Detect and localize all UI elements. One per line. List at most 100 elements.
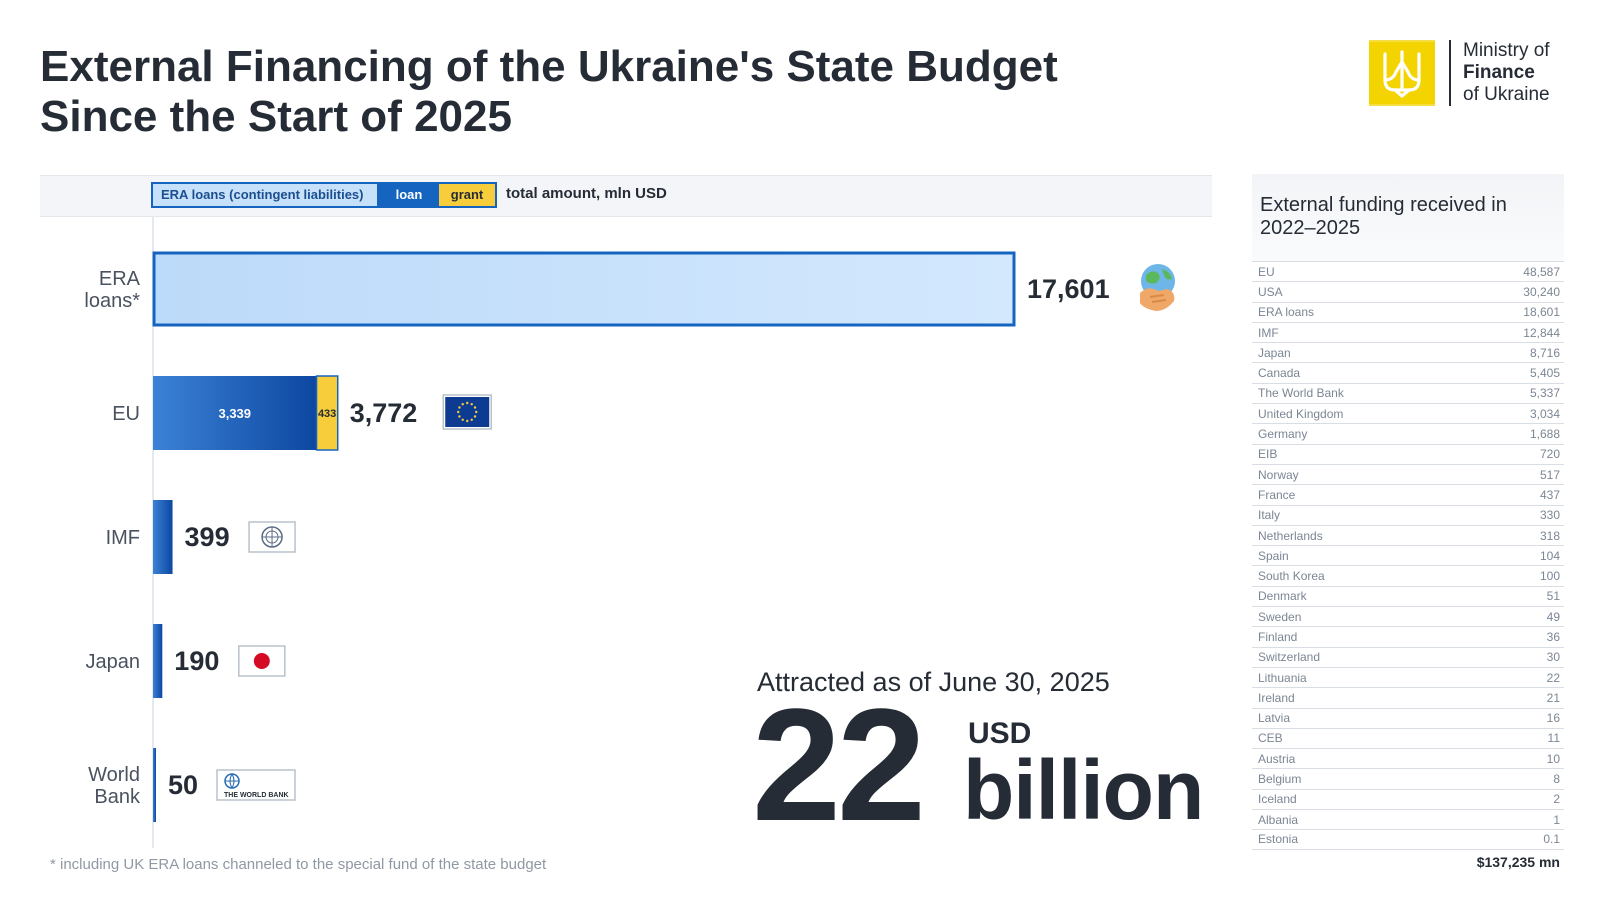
sidebar-row-value: 3,034 — [1529, 406, 1560, 421]
total-value-label: 399 — [185, 522, 230, 552]
sidebar-row-name: Germany — [1258, 427, 1308, 442]
sidebar-row-value: 30,240 — [1523, 284, 1560, 299]
sidebar-row-value: 11 — [1547, 731, 1560, 746]
sidebar-row-name: United Kingdom — [1258, 406, 1344, 421]
sidebar-row-name: South Korea — [1258, 569, 1325, 584]
sidebar-row-value: 437 — [1539, 487, 1560, 502]
sidebar-row-value: 5,337 — [1529, 386, 1560, 401]
sidebar-row: CEB 11 — [1252, 727, 1564, 748]
total-value-label: 50 — [168, 770, 198, 800]
page-title: External Financing of the Ukraine's Stat… — [40, 42, 1220, 142]
bar-loan — [153, 376, 317, 450]
sidebar-row-name: Norway — [1258, 467, 1299, 482]
sidebar-row-name: Latvia — [1258, 711, 1291, 726]
sidebar-row-name: The World Bank — [1258, 386, 1344, 401]
bar-era — [152, 251, 1016, 327]
category-label: ERA loans* — [84, 268, 140, 312]
trident-icon — [1369, 40, 1435, 106]
sidebar-row: Ireland 21 — [1252, 687, 1564, 707]
legend-loan: loan — [378, 182, 440, 208]
sidebar-row: Lithuania 22 — [1252, 666, 1564, 687]
sidebar-row-name: Italy — [1258, 508, 1281, 523]
sidebar-row-value: 21 — [1546, 690, 1560, 705]
sidebar-row: Germany 1,688 — [1252, 423, 1564, 443]
bar-loan — [153, 624, 163, 698]
title-line-2: Since the Start of 2025 — [40, 92, 512, 141]
sidebar-row: Japan 8,716 — [1252, 342, 1564, 362]
summary-unit: billion — [963, 743, 1204, 837]
category-label: EU — [112, 403, 140, 425]
logo-line-2: Finance — [1463, 62, 1535, 83]
category-label: IMF — [106, 527, 140, 549]
sidebar-row-name: Spain — [1258, 548, 1289, 563]
sidebar-row-value: 8 — [1553, 772, 1560, 787]
sidebar-row-name: Belgium — [1258, 772, 1302, 787]
sidebar-total: $137,235 mn — [1476, 854, 1560, 870]
sidebar-row-name: Lithuania — [1258, 670, 1307, 685]
bar-grant-label: 433 — [318, 408, 336, 420]
title-line-1: External Financing of the Ukraine's Stat… — [40, 42, 1058, 91]
summary-caption: Attracted as of June 30, 2025 — [757, 667, 1110, 697]
sidebar-row-name: EU — [1258, 264, 1275, 279]
sidebar-row: Sweden 49 — [1252, 606, 1564, 626]
sidebar-row-value: 5,405 — [1529, 366, 1560, 381]
funding-sidebar: External funding received in 2022–2025 E… — [1252, 174, 1564, 870]
bar-loan-label: 3,339 — [218, 406, 251, 421]
sidebar-row: EIB 720 — [1252, 443, 1564, 464]
total-value-label: 17,601 — [1027, 274, 1110, 304]
sidebar-row-value: 330 — [1539, 508, 1560, 523]
summary-currency: USD — [968, 717, 1032, 750]
sidebar-row-name: IMF — [1258, 325, 1279, 340]
legend-era: ERA loans (contingent liabilities) — [151, 182, 379, 208]
sidebar-row-value: 12,844 — [1523, 325, 1560, 340]
sidebar-row-name: Switzerland — [1258, 650, 1321, 665]
legend-grant: grant — [439, 182, 497, 208]
sidebar-row: United Kingdom 3,034 — [1252, 403, 1564, 423]
sidebar-row: Canada 5,405 — [1252, 362, 1564, 382]
bar-grant — [315, 375, 339, 451]
sidebar-row-value: 0.1 — [1543, 832, 1560, 847]
sidebar-row-name: CEB — [1258, 731, 1283, 746]
sidebar-row-name: France — [1258, 487, 1296, 502]
sidebar-row-value: 10 — [1546, 751, 1560, 766]
sidebar-row-name: Ireland — [1258, 690, 1295, 705]
sidebar-row: France 437 — [1252, 484, 1564, 504]
sidebar-row-value: 36 — [1546, 629, 1560, 644]
sidebar-row: South Korea 100 — [1252, 565, 1564, 585]
sidebar-row-name: EIB — [1258, 447, 1278, 462]
sidebar-row-value: 22 — [1546, 670, 1560, 685]
eu-flag-icon — [442, 394, 492, 430]
sidebar-row: Spain 104 — [1252, 545, 1564, 565]
world-bank-logo-text: THE WORLD BANK — [224, 792, 289, 799]
bar-loan — [153, 748, 156, 822]
ministry-logo: Ministry of Finance of Ukraine — [1369, 40, 1579, 106]
sidebar-row: Albania 1 — [1252, 809, 1564, 829]
sidebar-row-value: 51 — [1546, 589, 1560, 604]
total-value-label: 190 — [174, 646, 219, 676]
sidebar-row-value: 1,688 — [1529, 427, 1560, 442]
sidebar-row-name: Japan — [1258, 345, 1291, 360]
sidebar-row: Estonia 0.1 — [1252, 829, 1564, 850]
handshake-globe-icon — [1140, 264, 1175, 311]
japan-flag-icon — [238, 645, 286, 677]
sidebar-row-value: 517 — [1539, 467, 1560, 482]
sidebar-row-value: 48,587 — [1523, 264, 1560, 279]
sidebar-row: Norway 517 — [1252, 463, 1564, 484]
sidebar-row: Austria 10 — [1252, 748, 1564, 768]
sidebar-row: Latvia 16 — [1252, 707, 1564, 728]
sidebar-row: IMF 12,844 — [1252, 321, 1564, 342]
sidebar-row-value: 104 — [1539, 548, 1560, 563]
sidebar-row: Netherlands 318 — [1252, 524, 1564, 545]
sidebar-row-value: 16 — [1546, 711, 1560, 726]
sidebar-row-value: 18,601 — [1523, 305, 1560, 320]
sidebar-row-value: 1 — [1553, 812, 1560, 827]
sidebar-row-name: Iceland — [1258, 792, 1297, 807]
sidebar-row: Switzerland 30 — [1252, 646, 1564, 667]
financing-bar-chart: ERA loans* 17,601 EU 3,339 433 3,772 IMF 399 Japa… — [84, 217, 1175, 848]
sidebar-row-name: Sweden — [1258, 609, 1302, 624]
total-value-label: 3,772 — [350, 398, 418, 428]
sidebar-row-value: 100 — [1539, 569, 1560, 584]
sidebar-row-value: 8,716 — [1529, 345, 1560, 360]
sidebar-row-value: 49 — [1546, 609, 1560, 624]
category-label: World Bank — [88, 764, 141, 808]
